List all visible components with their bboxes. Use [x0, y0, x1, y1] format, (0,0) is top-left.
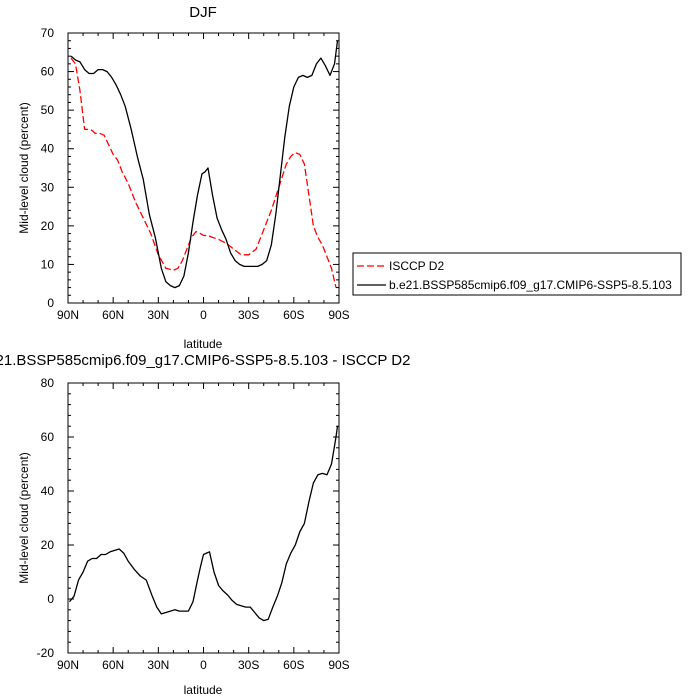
bottom-chart-xtick-label: 90N — [57, 658, 79, 672]
top-chart-ytick-label: 60 — [41, 65, 55, 79]
bottom-chart-plot-frame — [67, 382, 340, 654]
bottom-chart-ytick-label: 60 — [41, 430, 55, 444]
top-chart-xtick-label: 60N — [102, 308, 124, 322]
bottom-chart-series-line-0 — [69, 426, 339, 622]
bottom-chart-xtick-label: 30S — [238, 658, 259, 672]
top-chart-xtick-label: 0 — [200, 308, 207, 322]
bottom-chart-title: 21.BSSP585cmip6.f09_g17.CMIP6-SSP5-8.5.1… — [0, 352, 410, 369]
top-chart-xtick-label: 60S — [283, 308, 304, 322]
legend-model-label: b.e21.BSSP585cmip6.f09_g17.CMIP6-SSP5-8.… — [389, 278, 672, 292]
legend-box — [352, 252, 682, 296]
top-chart-ticks: 90N 60N 30N 0 30S 60S 90S 0 10 20 30 40 50 60 70 — [41, 26, 350, 322]
top-chart-xtick-label: 30N — [147, 308, 169, 322]
bottom-chart-ytick-label: 20 — [41, 538, 55, 552]
top-chart-ylabel: Mid-level cloud (percent) — [17, 102, 31, 233]
top-chart-xlabel: latitude — [184, 337, 223, 351]
bottom-chart-xtick-label: 90S — [328, 658, 349, 672]
bottom-chart-xlabel: latitude — [184, 683, 223, 697]
bottom-chart-xtick-label: 60S — [283, 658, 304, 672]
top-chart-ytick-label: 40 — [41, 142, 55, 156]
top-chart: DJF 90N 60N 30N 0 30S 60S 90S 0 10 20 30 40 50 60 70 l… — [17, 4, 350, 351]
top-chart-ytick-label: 30 — [41, 180, 55, 194]
top-chart-ytick-label: 0 — [47, 296, 54, 310]
bottom-chart-ytick-label: 40 — [41, 484, 55, 498]
top-chart-series-line-1 — [70, 40, 339, 289]
bottom-chart-ylabel: Mid-level cloud (percent) — [17, 452, 31, 583]
top-chart-series-group — [70, 40, 339, 289]
bottom-chart-xtick-label: 30N — [147, 658, 169, 672]
bottom-chart-series-group — [69, 426, 339, 622]
bottom-chart-xtick-label: 0 — [200, 658, 207, 672]
legend-isccp-label: ISCCP D2 — [389, 259, 444, 273]
top-chart-series-line-0 — [70, 57, 337, 288]
bottom-chart-ytick-label: -20 — [37, 646, 55, 660]
top-chart-xtick-label: 90S — [328, 308, 349, 322]
top-chart-ytick-label: 10 — [41, 257, 55, 271]
top-chart-title: DJF — [189, 4, 217, 21]
top-chart-ytick-label: 20 — [41, 219, 55, 233]
top-chart-xtick-label: 30S — [238, 308, 259, 322]
bottom-chart-ytick-label: 0 — [47, 592, 54, 606]
top-chart-ytick-label: 70 — [41, 26, 55, 40]
bottom-chart-ticks: 90N 60N 30N 0 30S 60S 90S -20 0 20 40 60 80 — [37, 376, 350, 672]
chart-legend: ISCCP D2 b.e21.BSSP585cmip6.f09_g17.CMIP… — [352, 252, 682, 296]
top-chart-ytick-label: 50 — [41, 103, 55, 117]
top-chart-xtick-label: 90N — [57, 308, 79, 322]
bottom-chart-ytick-label: 80 — [41, 376, 55, 390]
bottom-chart-xtick-label: 60N — [102, 658, 124, 672]
bottom-chart: 21.BSSP585cmip6.f09_g17.CMIP6-SSP5-8.5.1… — [0, 352, 410, 697]
